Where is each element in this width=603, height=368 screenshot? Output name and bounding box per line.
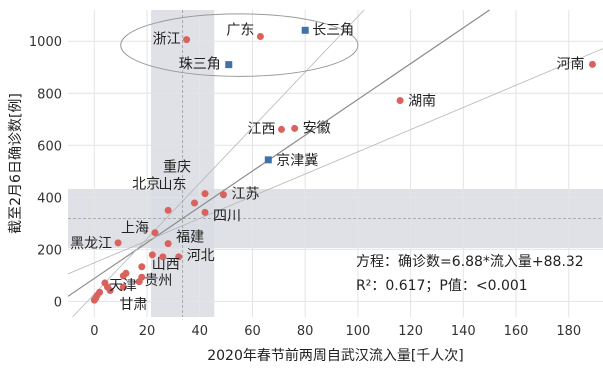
point-label: 京津冀 bbox=[276, 153, 318, 169]
circle-point bbox=[219, 191, 227, 199]
tick-labels: 0 20 40 60 80 100 120 140 160 180 0 200 400 600 800 100… bbox=[29, 35, 581, 339]
point-label: 黑龙江 bbox=[70, 236, 112, 252]
x-tick-label: 80 bbox=[297, 324, 314, 339]
point-label: 天津 bbox=[109, 278, 137, 294]
circle-point bbox=[90, 296, 98, 304]
y-tick-label: 1000 bbox=[29, 35, 62, 50]
x-tick-label: 0 bbox=[90, 324, 98, 339]
plot-area bbox=[68, 10, 603, 317]
circle-point bbox=[159, 253, 167, 261]
equation-annotation: 方程：确诊数=6.88*流入量+88.32 bbox=[356, 254, 584, 270]
circle-point bbox=[183, 36, 191, 44]
y-axis-label: 截至2月6日确诊数[例] bbox=[8, 93, 24, 234]
point-label: 四川 bbox=[213, 208, 241, 224]
square-point bbox=[225, 61, 233, 69]
x-tick-label: 60 bbox=[244, 324, 261, 339]
y-tick-label: 600 bbox=[37, 139, 62, 154]
point-label: 安徽 bbox=[303, 120, 331, 136]
mean-lines bbox=[68, 10, 603, 317]
circle-point bbox=[106, 286, 114, 294]
circle-point bbox=[164, 206, 172, 214]
point-label: 珠三角 bbox=[179, 57, 221, 73]
point-label: 江苏 bbox=[231, 187, 259, 203]
point-label: 河北 bbox=[187, 248, 215, 264]
x-tick-label: 20 bbox=[139, 324, 156, 339]
point-label: 湖南 bbox=[408, 94, 436, 110]
circle-point bbox=[588, 60, 596, 68]
regression-line bbox=[67, 9, 490, 297]
x-tick-label: 40 bbox=[191, 324, 208, 339]
circle-point bbox=[291, 124, 299, 132]
point-label: 山西 bbox=[152, 257, 180, 273]
circle-point bbox=[119, 283, 127, 291]
circle-point bbox=[396, 97, 404, 105]
point-label: 重庆 bbox=[163, 160, 191, 176]
circle-point bbox=[277, 125, 285, 133]
y-tick-label: 400 bbox=[37, 191, 62, 206]
circle-point bbox=[119, 272, 127, 280]
point-label: 北京 bbox=[132, 176, 160, 192]
circle-point bbox=[138, 263, 146, 271]
y-tick-label: 200 bbox=[37, 243, 62, 258]
circle-point bbox=[148, 251, 156, 259]
upper-bound-line bbox=[72, 9, 365, 318]
square-point bbox=[264, 156, 272, 164]
regression-lines bbox=[67, 9, 603, 318]
x-axis-label: 2020年春节前两周自武汉流入量[千人次] bbox=[207, 347, 464, 364]
square-point bbox=[301, 26, 309, 34]
point-label: 浙江 bbox=[153, 32, 181, 48]
highlight-ellipse bbox=[120, 13, 359, 77]
point-label: 上海 bbox=[121, 221, 149, 237]
x-tick-label: 180 bbox=[556, 324, 581, 339]
y-tick-label: 0 bbox=[54, 295, 62, 310]
point-label: 河南 bbox=[556, 56, 584, 72]
stats-annotation: R²：0.617；P值：<0.001 bbox=[356, 278, 528, 294]
x-tick-label: 140 bbox=[451, 324, 476, 339]
point-label: 甘肃 bbox=[119, 297, 147, 313]
point-label: 贵州 bbox=[144, 273, 172, 289]
y-tick-label: 800 bbox=[37, 87, 62, 102]
circle-point bbox=[114, 239, 122, 247]
point-label: 长三角 bbox=[312, 22, 354, 38]
point-label: 福建 bbox=[176, 230, 204, 246]
circle-point bbox=[191, 199, 199, 207]
point-label: 广东 bbox=[226, 23, 254, 39]
lower-bound-line bbox=[67, 48, 603, 275]
gridlines bbox=[68, 10, 603, 317]
circle-point bbox=[201, 190, 209, 198]
circle-point bbox=[175, 253, 183, 261]
circle-point bbox=[201, 208, 209, 216]
circle-point bbox=[256, 33, 264, 41]
circle-point bbox=[135, 278, 143, 286]
circle-point bbox=[164, 240, 172, 248]
circle-point bbox=[151, 229, 159, 237]
x-tick-label: 100 bbox=[345, 324, 370, 339]
point-label: 江西 bbox=[247, 121, 275, 137]
x-tick-label: 120 bbox=[398, 324, 423, 339]
point-label: 山东 bbox=[159, 177, 187, 193]
x-tick-label: 160 bbox=[504, 324, 529, 339]
data-points bbox=[90, 26, 596, 304]
